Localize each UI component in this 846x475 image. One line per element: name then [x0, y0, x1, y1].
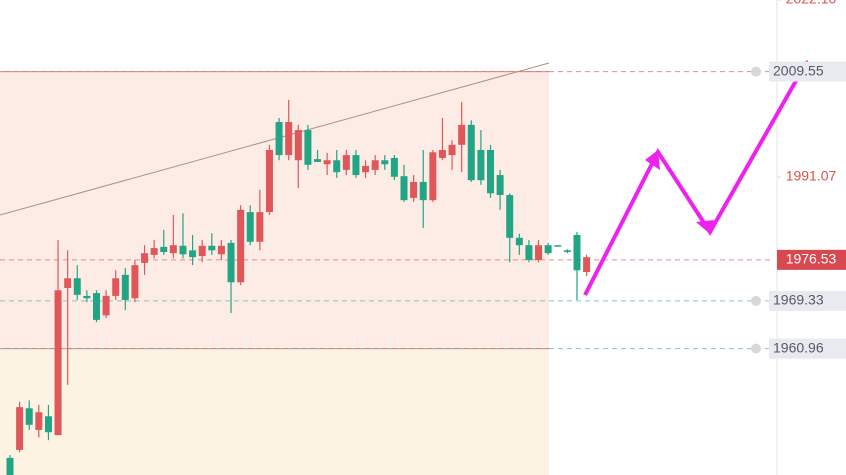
alert-bell	[751, 66, 761, 77]
candle-body	[515, 237, 523, 246]
candle-body	[92, 293, 100, 320]
candle-body	[525, 245, 533, 261]
candle-body	[16, 407, 24, 450]
candle-body	[563, 250, 571, 253]
candle-body	[535, 245, 543, 261]
candle-body	[314, 159, 322, 162]
candle-body	[477, 149, 485, 181]
candle-body	[323, 160, 331, 165]
candle-body	[208, 245, 216, 251]
candle-body	[64, 278, 72, 288]
candle-body	[362, 165, 370, 173]
candle-body	[342, 155, 350, 170]
current-price-box	[777, 249, 846, 270]
candle-body	[419, 181, 427, 201]
candle-body	[217, 245, 225, 255]
candle-body	[44, 416, 52, 433]
candle-body	[6, 457, 14, 475]
trend-line	[0, 62, 550, 216]
candle-body	[227, 242, 235, 283]
candle-body	[265, 149, 273, 213]
candle-body	[294, 130, 302, 161]
candle-body	[112, 278, 120, 296]
candle-body	[371, 160, 379, 170]
candle-body	[102, 295, 110, 316]
candle-body	[448, 144, 456, 156]
y-tick-label: 2022.10	[786, 0, 837, 7]
candle-body	[429, 152, 437, 201]
candle-body	[506, 195, 514, 238]
candle-body	[544, 245, 552, 254]
candle-body	[25, 408, 33, 425]
candle-body	[487, 149, 494, 194]
arrow-path	[583, 64, 807, 296]
candle-body	[54, 290, 62, 436]
current-price-label: 1976.53	[786, 251, 837, 267]
candle-body	[73, 278, 81, 295]
candle-body	[275, 122, 283, 156]
zones	[0, 71, 549, 475]
candle-body	[198, 245, 206, 257]
candle-body	[237, 209, 245, 283]
candle-body	[400, 176, 408, 201]
price-label-box	[769, 338, 846, 359]
candle-body	[83, 295, 91, 299]
price-label-box	[769, 61, 846, 82]
candle-body	[189, 250, 197, 258]
candle-body	[554, 245, 562, 247]
candle-body	[131, 265, 139, 299]
candle-body	[496, 175, 504, 196]
candle-body	[333, 160, 341, 173]
candle-body	[583, 257, 591, 272]
candle-body	[179, 245, 187, 255]
price-label: 1969.33	[773, 292, 824, 308]
candle-body	[35, 412, 43, 430]
candle-body	[256, 212, 264, 242]
candle-body	[285, 122, 293, 156]
arrow-head	[696, 220, 714, 234]
candle-body	[390, 157, 398, 177]
price-label: 1960.96	[773, 339, 824, 355]
candle-body	[141, 253, 149, 263]
y-tick-label: 1991.07	[786, 168, 837, 184]
price-label-box	[769, 290, 846, 311]
candle-body	[458, 124, 466, 145]
candle-body	[304, 130, 312, 165]
alert-bell	[751, 343, 761, 354]
price-label: 2009.55	[773, 62, 824, 78]
candle-body	[160, 246, 168, 253]
zone-upper	[0, 71, 549, 349]
candle-body	[467, 124, 475, 181]
candle-body	[246, 212, 254, 242]
candle-body	[352, 155, 360, 176]
candle-body	[381, 160, 389, 165]
arrow-head	[645, 150, 660, 170]
candle-body	[121, 274, 129, 300]
alert-bell	[751, 295, 761, 306]
candle-body	[573, 234, 581, 271]
zone-lower	[0, 348, 549, 475]
candle-body	[438, 149, 446, 158]
candle-body	[150, 248, 158, 255]
candle-body	[169, 245, 177, 254]
candle-body	[410, 181, 418, 198]
